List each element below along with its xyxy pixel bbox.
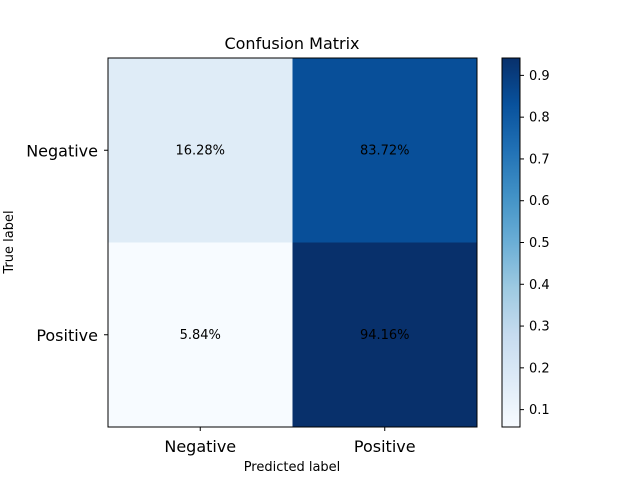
colorbar-tick-label: 0.1 xyxy=(529,403,550,418)
x-tick-label: Positive xyxy=(354,437,416,456)
heatmap-cell xyxy=(292,58,477,243)
cell-value-label: 94.16% xyxy=(360,328,410,343)
y-tick-label: Positive xyxy=(36,326,98,345)
chart-title: Confusion Matrix xyxy=(224,34,359,53)
heatmap-cell xyxy=(108,242,293,427)
colorbar-tick-label: 0.3 xyxy=(529,320,550,335)
colorbar-tick-label: 0.4 xyxy=(529,278,550,293)
y-axis-label: True label xyxy=(2,210,17,274)
heatmap-cell xyxy=(108,58,293,243)
colorbar xyxy=(501,57,521,428)
plot-frame xyxy=(107,57,478,428)
colorbar-tick-label: 0.5 xyxy=(529,236,550,251)
y-axis-ticks: Negative Positive xyxy=(26,141,108,345)
cell-value-label: 83.72% xyxy=(360,143,410,158)
colorbar-tick-label: 0.8 xyxy=(529,111,550,126)
cell-value-label: 16.28% xyxy=(175,143,225,158)
cell-value-label: 5.84% xyxy=(180,328,221,343)
colorbar-tick-label: 0.9 xyxy=(529,69,550,84)
x-axis-label: Predicted label xyxy=(244,460,341,475)
heatmap-cell xyxy=(292,242,477,427)
colorbar-tick-label: 0.7 xyxy=(529,152,550,167)
x-tick-label: Negative xyxy=(164,437,236,456)
x-axis-ticks: Negative Positive xyxy=(164,427,416,456)
colorbar-tick-label: 0.2 xyxy=(529,361,550,376)
colorbar-ticks: 0.1 0.2 0.3 0.4 0.5 0.6 0.7 0.8 0.9 xyxy=(520,69,550,418)
heatmap-cells: 16.28% 83.72% 5.84% 94.16% xyxy=(108,58,477,427)
y-tick-label: Negative xyxy=(26,141,98,160)
colorbar-tick-label: 0.6 xyxy=(529,194,550,209)
